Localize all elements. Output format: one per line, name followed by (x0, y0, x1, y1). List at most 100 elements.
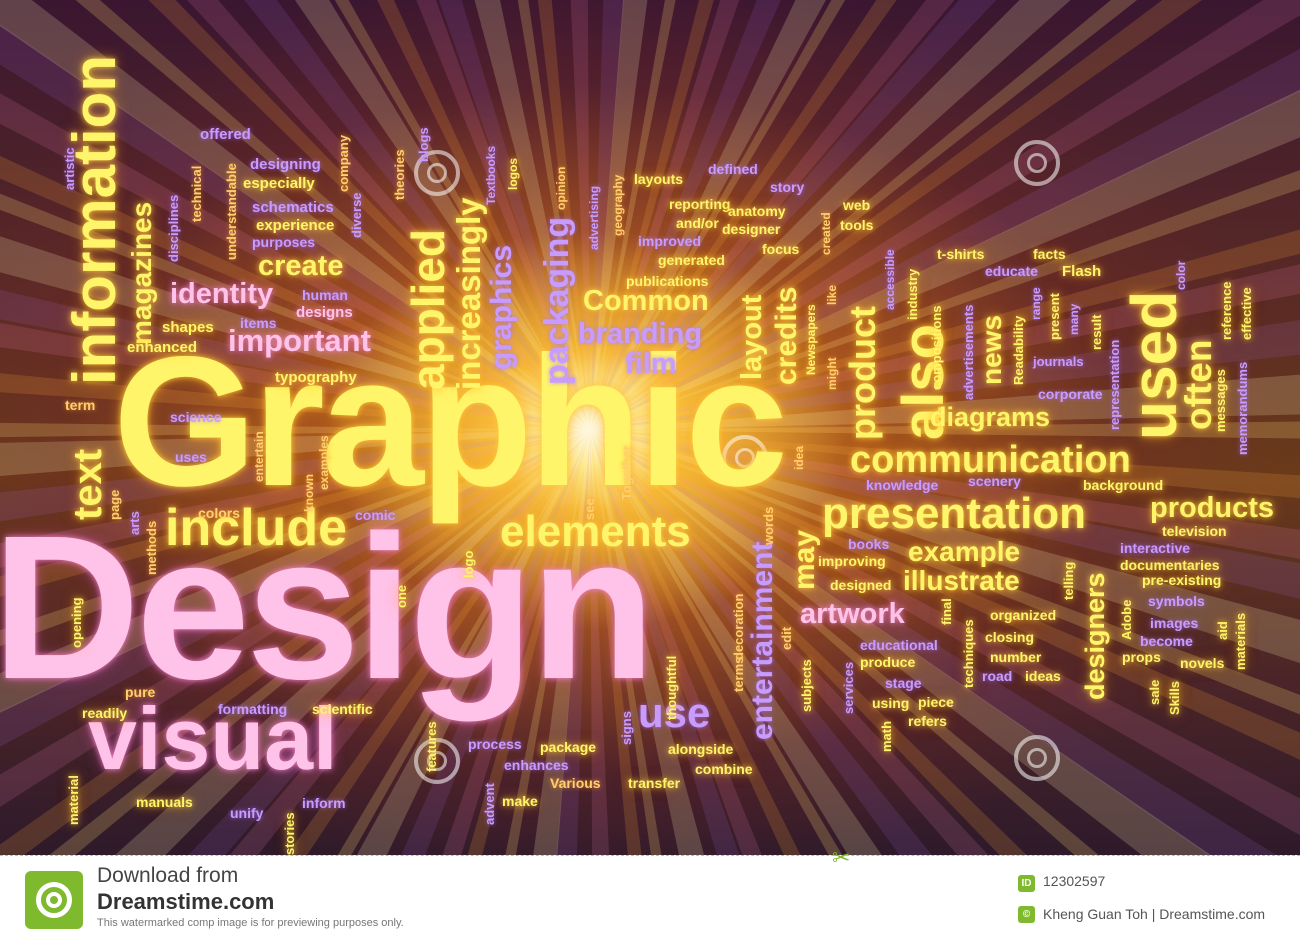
word-telling: telling (1061, 561, 1076, 600)
word-techniques: techniques (961, 619, 976, 688)
download-line-1: Download from (97, 864, 239, 887)
word-publications: publications (626, 273, 709, 289)
word-sale: sale (1147, 679, 1162, 705)
word-one: one (394, 584, 409, 608)
light-ray (590, 430, 843, 855)
word-closing: closing (985, 629, 1035, 645)
word-props: props (1122, 649, 1161, 665)
word-important: important (228, 323, 371, 358)
light-ray (517, 0, 590, 430)
light-ray (590, 0, 625, 430)
word-see: see (582, 498, 597, 520)
word-items: items (240, 315, 277, 331)
word-color: color (1174, 260, 1188, 290)
light-ray (75, 0, 590, 430)
light-ray (590, 0, 846, 430)
word-defined: defined (708, 161, 758, 177)
watermark-spiral-icon (414, 738, 460, 784)
word-using: using (872, 695, 910, 711)
light-ray (590, 430, 705, 855)
light-ray (0, 430, 590, 597)
light-ray (590, 0, 1300, 430)
word-advertisements: advertisements (961, 304, 976, 400)
word-enhanced: enhanced (127, 339, 198, 356)
light-ray (590, 421, 1300, 439)
light-ray (148, 0, 590, 430)
word-stories: stories (282, 812, 297, 855)
word-process: process (468, 736, 522, 752)
word-experience: experience (256, 217, 335, 234)
word-piece: piece (918, 694, 954, 710)
word-offered: offered (200, 126, 251, 143)
word-product: product (842, 306, 883, 440)
word-products: products (1150, 492, 1275, 524)
word-information: information (61, 55, 128, 385)
light-ray (0, 430, 590, 647)
light-ray (590, 430, 1300, 664)
word-designer: designer (722, 221, 781, 237)
word-pure: pure (125, 684, 156, 700)
light-rays (0, 0, 1300, 855)
light-ray (590, 430, 1300, 499)
word-elements: elements (500, 507, 691, 556)
word-shapes: shapes (162, 319, 214, 336)
light-ray (244, 0, 590, 430)
word-tools: tools (840, 217, 874, 233)
light-ray (590, 430, 932, 855)
word-advent: advent (482, 783, 497, 825)
word-logo: logo (461, 550, 476, 578)
word-readily: readily (82, 705, 128, 721)
light-ray (590, 430, 1300, 836)
word-final: final (939, 598, 954, 625)
light-ray (286, 430, 590, 855)
word-visual: visual (88, 689, 338, 788)
light-ray (0, 430, 590, 568)
word-number: number (990, 649, 1042, 665)
light-ray (590, 430, 1277, 855)
word-educate: educate (985, 263, 1038, 279)
word-presentation: presentation (822, 489, 1087, 538)
word-news: news (976, 314, 1007, 385)
light-ray (590, 430, 801, 855)
word-designing: designing (250, 156, 321, 173)
light-ray (590, 0, 826, 430)
word-graphics: graphics (485, 244, 518, 370)
light-ray (0, 236, 590, 430)
word-accessible: accessible (883, 249, 897, 310)
word-effective: effective (1239, 287, 1254, 340)
light-ray (0, 322, 590, 430)
word-arts: arts (127, 511, 142, 535)
light-ray (590, 430, 762, 855)
word-especially: especially (243, 175, 315, 192)
light-ray (438, 0, 590, 430)
light-ray (570, 0, 590, 430)
word-representation: representation (1107, 339, 1122, 430)
word-industry: industry (905, 268, 920, 320)
word-t-shirts: t-shirts (937, 246, 985, 262)
word-make: make (502, 793, 538, 809)
light-ray (590, 0, 1071, 430)
word-produce: produce (860, 654, 916, 670)
dashed-divider (0, 855, 1300, 856)
word-web: web (843, 197, 871, 213)
word-advertising: advertising (587, 185, 601, 250)
word-newspapers: Newspapers (804, 304, 818, 375)
word-layouts: layouts (634, 171, 684, 187)
light-ray (0, 430, 590, 855)
word-understandable: understandable (224, 163, 239, 260)
watermark-spiral-icon (722, 435, 768, 481)
word-pre-existing: pre-existing (1142, 572, 1222, 588)
word-purposes: purposes (252, 234, 316, 250)
word-typography: typography (275, 369, 357, 386)
word-subjects: subjects (799, 659, 814, 712)
word-compositions: compositions (929, 305, 944, 390)
word-opening: opening (69, 597, 84, 648)
light-ray (590, 0, 1203, 430)
word-might: might (825, 357, 839, 390)
word-film: film (625, 348, 677, 380)
word-uses: uses (175, 449, 207, 465)
word-road: road (982, 668, 1013, 684)
light-ray (590, 430, 610, 855)
word-cloud-image: Graphic Design visual information includ… (0, 0, 1300, 855)
word-graphic: Graphic (113, 319, 788, 525)
